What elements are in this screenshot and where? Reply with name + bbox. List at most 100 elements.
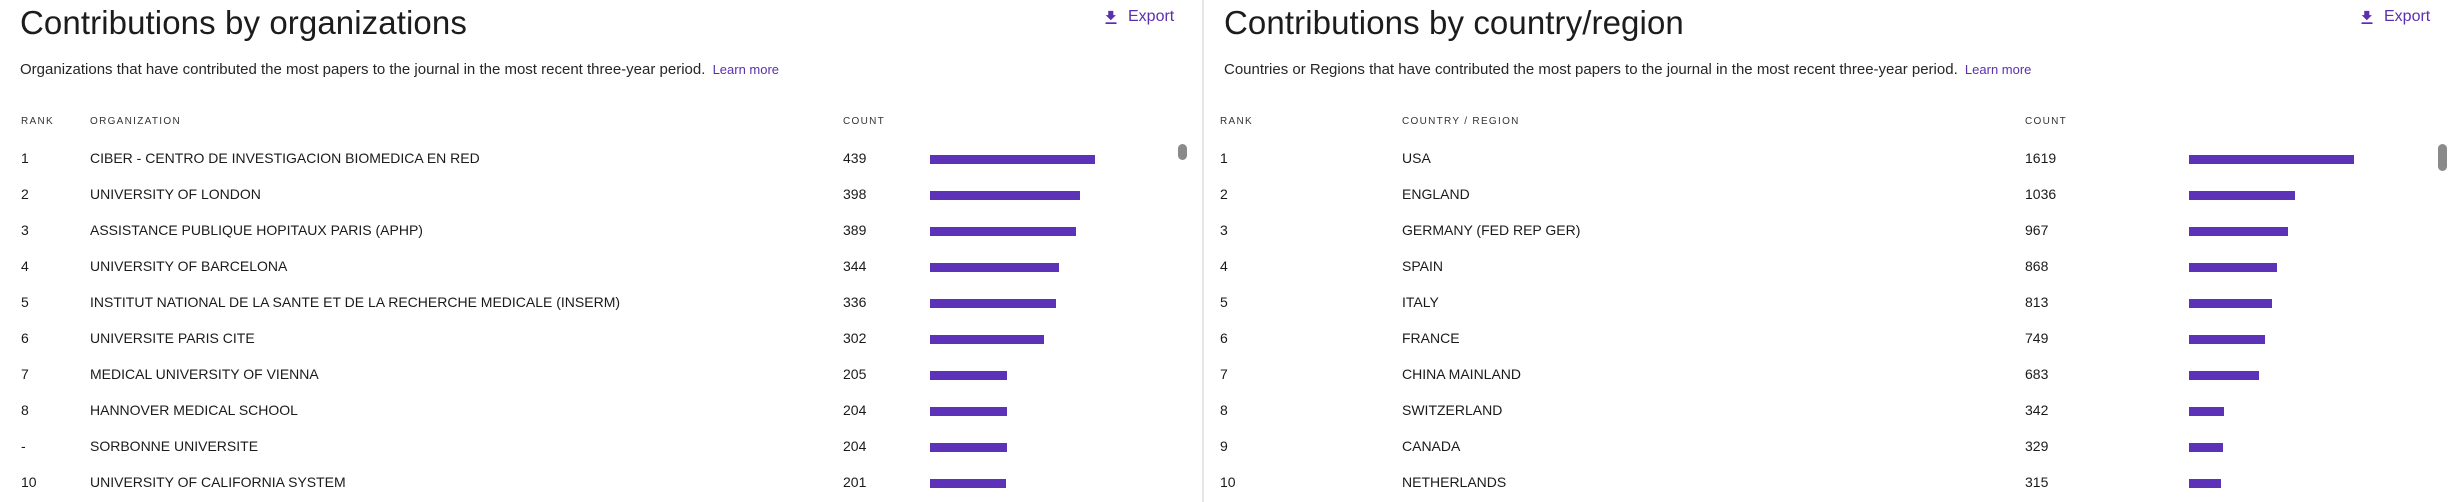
table-row: 1 CIBER - CENTRO DE INVESTIGACION BIOMEDI… <box>0 146 1202 170</box>
rank-cell: 3 <box>1220 222 1228 238</box>
table-row: 8 SWITZERLAND 342 <box>1204 398 2456 422</box>
table-row: 1 USA 1619 <box>1204 146 2456 170</box>
count-bar <box>930 299 1056 308</box>
count-cell: 683 <box>2025 366 2049 382</box>
rank-cell: 8 <box>21 402 29 418</box>
rank-cell: 6 <box>1220 330 1228 346</box>
count-header: COUNT <box>843 116 886 127</box>
count-bar <box>2189 335 2265 344</box>
rank-cell: 8 <box>1220 402 1228 418</box>
name-cell: ENGLAND <box>1402 186 1470 202</box>
table-row: 2 ENGLAND 1036 <box>1204 182 2456 206</box>
name-cell: UNIVERSITY OF CALIFORNIA SYSTEM <box>90 474 346 490</box>
organization-header: ORGANIZATION <box>90 116 181 127</box>
name-cell: MEDICAL UNIVERSITY OF VIENNA <box>90 366 319 382</box>
count-cell: 201 <box>843 474 867 490</box>
name-cell: ITALY <box>1402 294 1439 310</box>
count-bar <box>2189 191 2295 200</box>
rank-cell: 1 <box>1220 150 1228 166</box>
count-cell: 868 <box>2025 258 2049 274</box>
count-cell: 315 <box>2025 474 2049 490</box>
count-bar <box>2189 407 2224 416</box>
organizations-panel: Contributions by organizations Export Or… <box>0 0 1202 502</box>
count-cell: 749 <box>2025 330 2049 346</box>
rank-header: RANK <box>1220 116 1253 127</box>
rank-header: RANK <box>21 116 54 127</box>
name-cell: GERMANY (FED REP GER) <box>1402 222 1581 238</box>
count-cell: 1619 <box>2025 150 2057 166</box>
countries-description: Countries or Regions that have contribut… <box>1224 61 2031 78</box>
count-cell: 205 <box>843 366 867 382</box>
count-cell: 204 <box>843 438 867 454</box>
table-row: 9 CANADA 329 <box>1204 434 2456 458</box>
name-cell: SWITZERLAND <box>1402 402 1503 418</box>
table-row: 6 UNIVERSITE PARIS CITE 302 <box>0 326 1202 350</box>
count-bar <box>2189 227 2288 236</box>
count-cell: 1036 <box>2025 186 2057 202</box>
count-bar <box>930 371 1007 380</box>
countries-export-button[interactable]: Export <box>2360 8 2430 26</box>
country-region-header: COUNTRY / REGION <box>1402 116 1520 127</box>
count-cell: 967 <box>2025 222 2049 238</box>
name-cell: USA <box>1402 150 1431 166</box>
organizations-description: Organizations that have contributed the … <box>20 61 779 78</box>
table-row: 3 GERMANY (FED REP GER) 967 <box>1204 218 2456 242</box>
name-cell: UNIVERSITY OF LONDON <box>90 186 261 202</box>
table-row: - SORBONNE UNIVERSITE 204 <box>0 434 1202 458</box>
export-label: Export <box>1128 8 1175 25</box>
count-cell: 329 <box>2025 438 2049 454</box>
rank-cell: 10 <box>21 474 37 490</box>
download-icon <box>2361 10 2373 24</box>
rank-cell: 7 <box>1220 366 1228 382</box>
table-row: 2 UNIVERSITY OF LONDON 398 <box>0 182 1202 206</box>
count-bar <box>2189 479 2221 488</box>
organizations-export-button[interactable]: Export <box>1104 8 1174 26</box>
table-row: 4 UNIVERSITY OF BARCELONA 344 <box>0 254 1202 278</box>
count-cell: 302 <box>843 330 867 346</box>
count-bar <box>930 191 1080 200</box>
count-header: COUNT <box>2025 116 2068 127</box>
count-bar <box>930 443 1007 452</box>
table-row: 6 FRANCE 749 <box>1204 326 2456 350</box>
organizations-title: Contributions by organizations <box>20 4 467 41</box>
rank-cell: 6 <box>21 330 29 346</box>
count-cell: 398 <box>843 186 867 202</box>
learn-more-link[interactable]: Learn more <box>712 62 780 77</box>
panel-divider <box>1202 0 1204 502</box>
name-cell: SPAIN <box>1402 258 1443 274</box>
rank-cell: 4 <box>1220 258 1228 274</box>
scrollbar-thumb[interactable] <box>1178 144 1187 160</box>
name-cell: INSTITUT NATIONAL DE LA SANTE ET DE LA R… <box>90 294 621 310</box>
count-bar <box>2189 263 2277 272</box>
count-cell: 344 <box>843 258 867 274</box>
count-bar <box>2189 299 2272 308</box>
learn-more-link[interactable]: Learn more <box>1964 62 2032 77</box>
table-row: 10 NETHERLANDS 315 <box>1204 470 2456 494</box>
count-bar <box>2189 371 2259 380</box>
count-bar <box>930 227 1076 236</box>
scrollbar-thumb[interactable] <box>2438 144 2447 171</box>
name-cell: NETHERLANDS <box>1402 474 1507 490</box>
count-cell: 342 <box>2025 402 2049 418</box>
count-cell: 204 <box>843 402 867 418</box>
count-bar <box>930 155 1095 164</box>
export-label: Export <box>2384 8 2431 25</box>
name-cell: UNIVERSITE PARIS CITE <box>90 330 255 346</box>
table-row: 8 HANNOVER MEDICAL SCHOOL 204 <box>0 398 1202 422</box>
description-text: Organizations that have contributed the … <box>20 61 706 78</box>
count-bar <box>2189 155 2354 164</box>
name-cell: CHINA MAINLAND <box>1402 366 1522 382</box>
rank-cell: 10 <box>1220 474 1236 490</box>
count-cell: 336 <box>843 294 867 310</box>
description-text: Countries or Regions that have contribut… <box>1224 61 1958 78</box>
name-cell: ASSISTANCE PUBLIQUE HOPITAUX PARIS (APHP… <box>90 222 423 238</box>
name-cell: CIBER - CENTRO DE INVESTIGACION BIOMEDIC… <box>90 150 480 166</box>
countries-title: Contributions by country/region <box>1224 4 1684 41</box>
count-cell: 813 <box>2025 294 2049 310</box>
table-row: 7 MEDICAL UNIVERSITY OF VIENNA 205 <box>0 362 1202 386</box>
rank-cell: 5 <box>21 294 29 310</box>
name-cell: SORBONNE UNIVERSITE <box>90 438 259 454</box>
rank-cell: - <box>21 438 26 454</box>
name-cell: UNIVERSITY OF BARCELONA <box>90 258 288 274</box>
count-cell: 389 <box>843 222 867 238</box>
